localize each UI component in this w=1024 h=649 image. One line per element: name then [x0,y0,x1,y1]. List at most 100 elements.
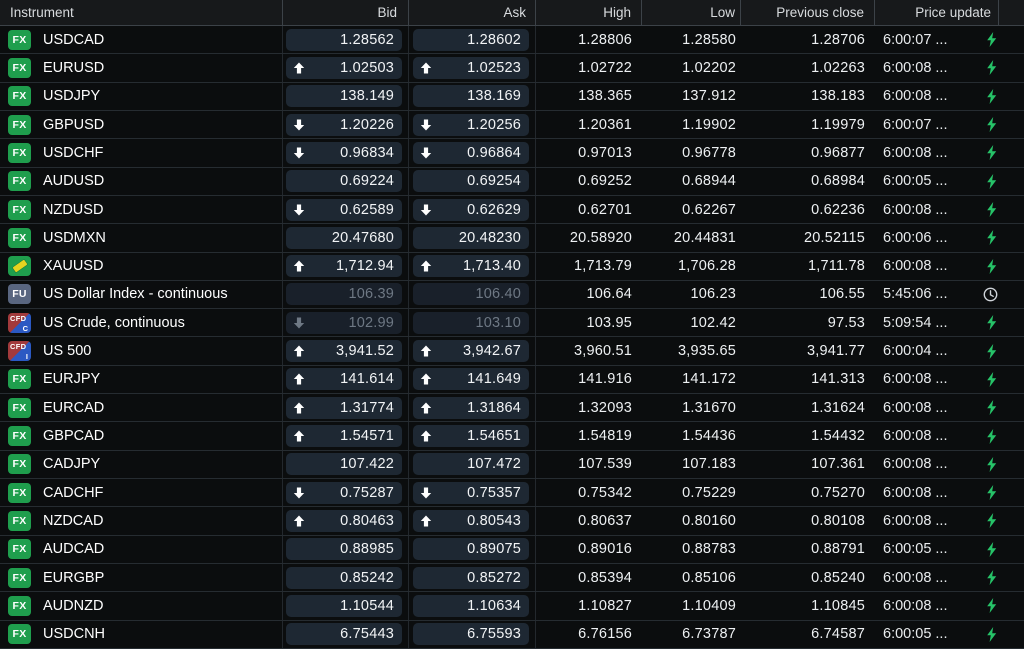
column-header-previous-close[interactable]: Previous close [741,0,875,25]
bid-price-button[interactable]: 0.85242 [286,566,402,589]
bid-price-button[interactable]: 0.62589 [286,198,402,221]
instrument-row[interactable]: FX EURCAD 1.31774 1.31864 1.32093 1.3167… [0,394,1024,423]
ask-price-button[interactable]: 0.75357 [413,481,529,504]
bid-price-button[interactable]: 6.75443 [286,623,402,646]
ask-price-button[interactable]: 1.31864 [413,396,529,419]
bid-value: 0.80463 [340,512,394,529]
ask-price-button[interactable]: 1,713.40 [413,255,529,278]
bid-value: 0.88985 [340,541,394,558]
ask-price-button[interactable]: 0.69254 [413,170,529,193]
live-lightning-bolt-icon [987,145,997,161]
instrument-row[interactable]: FX AUDNZD 1.10544 1.10634 1.10827 1.1040… [0,592,1024,621]
instrument-type-badge: CFD C [8,312,31,333]
instrument-row[interactable]: FX USDCHF 0.96834 0.96864 0.97013 0.9677… [0,139,1024,168]
ask-price-button[interactable]: 107.472 [413,453,529,476]
ask-price-button[interactable]: 0.85272 [413,566,529,589]
bid-price-button[interactable]: 1.31774 [286,396,402,419]
ask-price-button[interactable]: 1.02523 [413,56,529,79]
ask-price-button[interactable]: 20.48230 [413,226,529,249]
bid-price-button[interactable]: 0.96834 [286,141,402,164]
instrument-row[interactable]: FX GBPUSD 1.20226 1.20256 1.20361 1.1990… [0,110,1024,140]
price-update-status [985,343,998,359]
previous-close-value: 0.75270 [811,484,865,501]
price-update-status [985,88,998,104]
bid-price-button[interactable]: 1.02503 [286,56,402,79]
ask-price-button[interactable]: 1.20256 [413,113,529,136]
ask-price-button[interactable]: 141.649 [413,368,529,391]
instrument-row[interactable]: FX NZDCAD 0.80463 0.80543 0.80637 0.8016… [0,507,1024,536]
ask-price-button[interactable]: 1.28602 [413,28,529,51]
instrument-row[interactable]: CFD C US Crude, continuous 102.99 103.10… [0,309,1024,338]
ask-price-button[interactable]: 106.40 [413,283,529,306]
instrument-type-badge: FX [8,595,31,616]
bid-price-button[interactable]: 3,941.52 [286,340,402,363]
instrument-row[interactable]: FX USDCNH 6.75443 6.75593 6.76156 6.7378… [0,620,1024,649]
ask-price-button[interactable]: 0.80543 [413,509,529,532]
watchlist-rows: FX USDCAD 1.28562 1.28602 1.28806 1.2858… [0,26,1024,649]
bid-price-button[interactable]: 138.149 [286,85,402,108]
ask-price-button[interactable]: 0.96864 [413,141,529,164]
bid-price-button[interactable]: 0.88985 [286,538,402,561]
bid-price-button[interactable]: 141.614 [286,368,402,391]
ask-value: 1.02523 [467,59,521,76]
high-value: 3,960.51 [573,343,632,360]
ask-price-button[interactable]: 1.54651 [413,425,529,448]
instrument-row[interactable]: FX AUDCAD 0.88985 0.89075 0.89016 0.8878… [0,535,1024,564]
instrument-row[interactable]: FX EURGBP 0.85242 0.85272 0.85394 0.8510… [0,563,1024,593]
bid-price-button[interactable]: 0.80463 [286,509,402,532]
ask-price-button[interactable]: 6.75593 [413,623,529,646]
high-value: 107.539 [578,456,632,473]
column-header-ask[interactable]: Ask [409,0,536,25]
live-lightning-bolt-icon [987,541,997,557]
column-header-bid[interactable]: Bid [283,0,409,25]
instrument-row[interactable]: FX NZDUSD 0.62589 0.62629 0.62701 0.6226… [0,195,1024,225]
ask-price-button[interactable]: 1.10634 [413,594,529,617]
column-header-price-update[interactable]: Price update [875,0,999,25]
instrument-row[interactable]: CFD I US 500 3,941.52 3,942.67 3,960.51 … [0,337,1024,366]
previous-close-value: 0.80108 [811,512,865,529]
instrument-row[interactable]: FX CADJPY 107.422 107.472 107.539 107.18… [0,450,1024,479]
instrument-row[interactable]: FU US Dollar Index - continuous 106.39 1… [0,280,1024,310]
instrument-row[interactable]: FX EURUSD 1.02503 1.02523 1.02722 1.0220… [0,54,1024,83]
instrument-row[interactable]: FX AUDUSD 0.69224 0.69254 0.69252 0.6894… [0,167,1024,196]
bid-price-button[interactable]: 1.20226 [286,113,402,136]
price-update-time: 6:00:08 ... [883,258,948,275]
bid-price-button[interactable]: 1.10544 [286,594,402,617]
ask-value: 106.40 [475,286,521,303]
instrument-row[interactable]: FX USDCAD 1.28562 1.28602 1.28806 1.2858… [0,26,1024,55]
column-header-high[interactable]: High [536,0,642,25]
bid-price-button[interactable]: 0.75287 [286,481,402,504]
column-header-low[interactable]: Low [642,0,741,25]
price-update-status [985,145,998,161]
delayed-clock-icon [983,287,998,302]
instrument-row[interactable]: FX GBPCAD 1.54571 1.54651 1.54819 1.5443… [0,422,1024,451]
instrument-type-badge: FX [8,142,31,163]
previous-close-value: 138.183 [811,88,865,105]
bid-price-button[interactable]: 1.28562 [286,28,402,51]
instrument-row[interactable]: FX USDJPY 138.149 138.169 138.365 137.91… [0,82,1024,111]
instrument-row[interactable]: FX EURJPY 141.614 141.649 141.916 141.17… [0,365,1024,395]
bid-price-button[interactable]: 0.69224 [286,170,402,193]
bid-value: 1.31774 [340,399,394,416]
bid-price-button[interactable]: 1,712.94 [286,255,402,278]
instrument-row[interactable]: XAUUSD 1,712.94 1,713.40 1,713.79 1,706.… [0,252,1024,281]
ask-price-button[interactable]: 3,942.67 [413,340,529,363]
bid-price-button[interactable]: 1.54571 [286,425,402,448]
ask-price-button[interactable]: 103.10 [413,311,529,334]
ask-price-button[interactable]: 138.169 [413,85,529,108]
column-header-instrument[interactable]: Instrument [0,0,283,25]
high-value: 1,713.79 [573,258,632,275]
instrument-row[interactable]: FX USDMXN 20.47680 20.48230 20.58920 20.… [0,224,1024,253]
bid-value: 102.99 [348,314,394,331]
price-update-time: 6:00:08 ... [883,484,948,501]
ask-value: 1.54651 [467,428,521,445]
bid-value: 3,941.52 [335,343,394,360]
bid-price-button[interactable]: 106.39 [286,283,402,306]
instrument-row[interactable]: FX CADCHF 0.75287 0.75357 0.75342 0.7522… [0,479,1024,508]
ask-price-button[interactable]: 0.89075 [413,538,529,561]
bid-price-button[interactable]: 20.47680 [286,226,402,249]
ask-price-button[interactable]: 0.62629 [413,198,529,221]
bid-price-button[interactable]: 102.99 [286,311,402,334]
price-update-status [985,60,998,76]
bid-price-button[interactable]: 107.422 [286,453,402,476]
